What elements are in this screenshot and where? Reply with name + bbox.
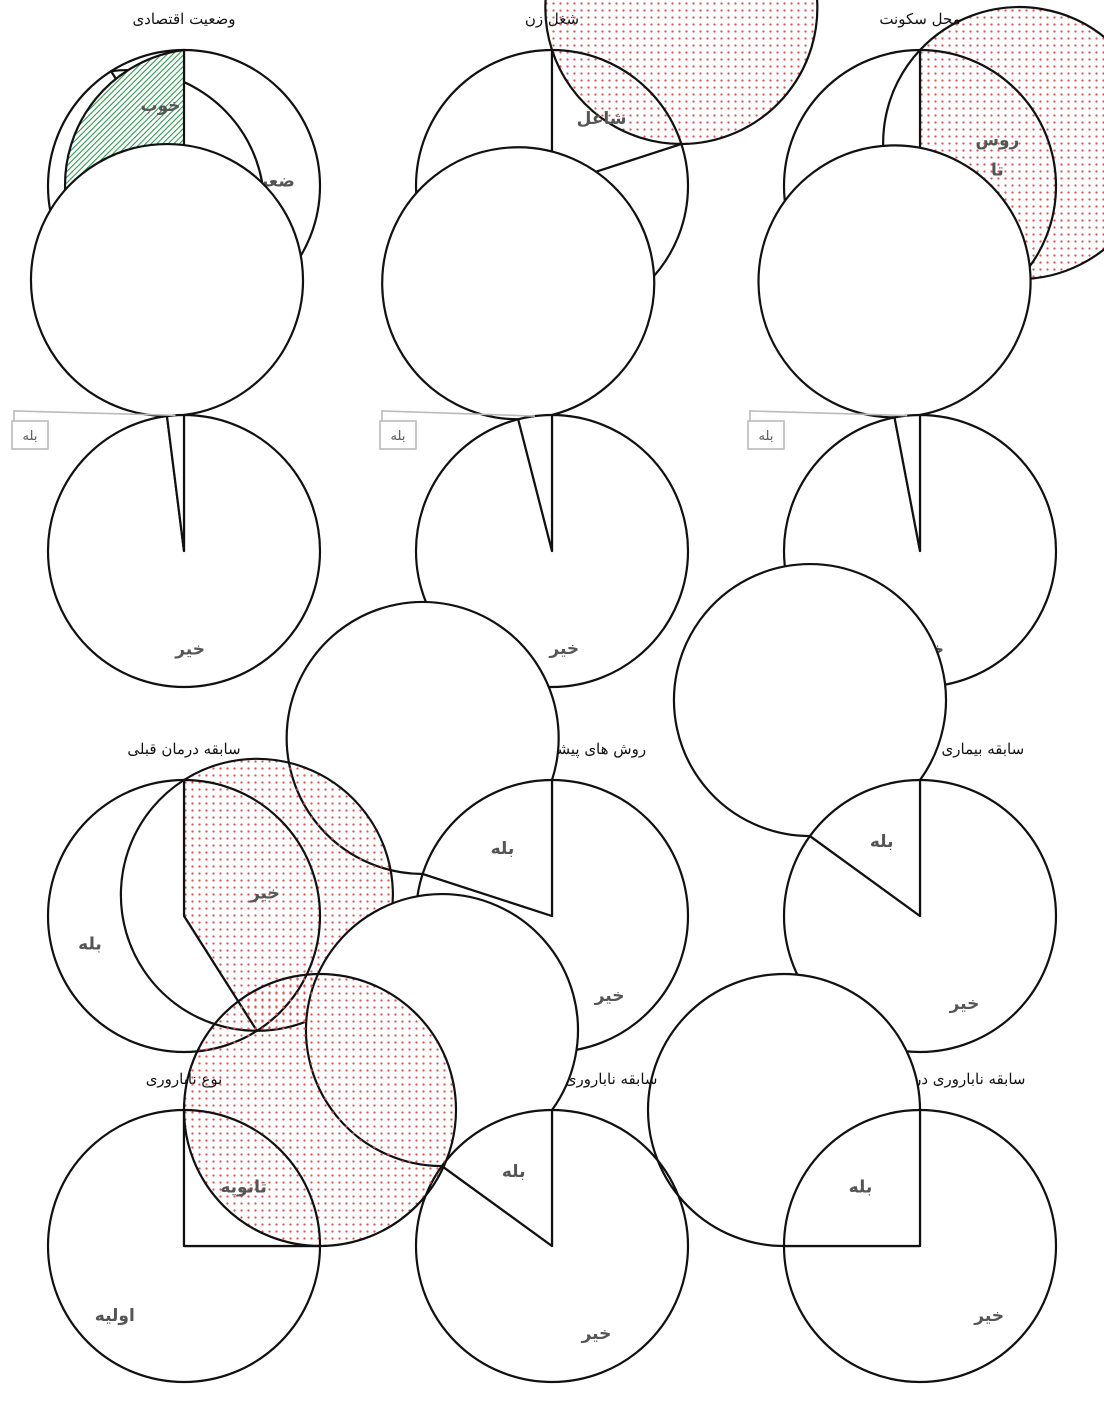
pie-slice-2 [381,146,656,553]
slice-label: خیر [949,994,980,1014]
slice-label: بله [78,934,102,954]
slice-label: خوب [141,96,181,116]
pie-svg: سابقه ناباروری در بستگان درجه ۱بلهخیر [646,972,1058,1384]
slice-label: بله [849,1177,873,1197]
pie-slice-2 [757,144,1032,553]
pie-outline [782,778,1058,1054]
slice-label: بله [502,1162,526,1182]
pie-slice-1 [182,972,458,1248]
slice-label: شاغل [577,109,627,129]
pie-outline [46,413,322,689]
pie-outline [414,413,690,689]
chart-title: سابقه درمان قبلی [127,740,240,758]
slice-label: روس تا [975,131,1019,181]
slice-label: بله [870,832,894,852]
slice-label: خیر [249,884,280,904]
pie-chart-5: دیابت زنبلهخیر [368,146,736,715]
slice-label: ثانویه [220,1177,267,1197]
pie-chart-10: سابقه ناباروری در بستگان درجه ۱بلهخیر [646,972,1104,1410]
pie-chart-4: مصرف سیگار زنبلهخیر [736,144,1104,715]
callout-leader [749,410,908,421]
callout-box [379,420,417,450]
pie-svg: سابقه بیماری های روانپزشکی زنبلهخیر [672,562,1058,1054]
pie-chart-7: سابقه بیماری های روانپزشکی زنبلهخیر [672,562,1104,1080]
callout-box [11,420,49,450]
callout-leader [13,410,176,421]
slice-label: خیر [594,986,625,1006]
slice-label: بله [23,429,38,444]
slice-label: خیر [548,639,579,659]
pie-svg: شغل زنخانهدارشاغل [414,0,819,324]
pie-outline [782,1108,1058,1384]
pie-slice-2 [29,143,305,553]
pie-slice-2 [182,1108,322,1248]
pie-chart-6: فشار خون زنبلهخیر [0,143,368,715]
pie-svg: دیابت زنبلهخیر [379,146,690,689]
pie-outline [46,778,322,1054]
chart-title: محل سکونت [879,10,960,28]
slice-label: اولیه [95,1306,135,1326]
pie-svg: مصرف سیگار زنبلهخیر [747,144,1058,689]
pie-outline [46,1108,322,1384]
pie-slice-2 [119,778,258,1032]
pie-outline [414,1108,690,1384]
slice-label: خیر [581,1324,612,1344]
pie-slice-2 [646,972,922,1248]
callout-leader [381,410,536,421]
slice-label: خیر [174,640,205,660]
slice-label: بله [491,839,515,859]
pie-chart-12: نوع ناباروری اولیه ثانویه [0,972,458,1410]
callout-box [747,420,785,450]
slice-label: بله [391,429,406,444]
chart-title: وضعیت اقتصادی [132,10,235,28]
pie-chart-2: شغل زنخانهدارشاغل [368,0,819,350]
pie-svg: فشار خون زنبلهخیر [11,143,322,689]
pie-slice-2 [550,48,683,188]
slice-label: بله [759,429,774,444]
slice-label: خیر [973,1306,1004,1326]
pie-slice-2 [672,562,948,918]
